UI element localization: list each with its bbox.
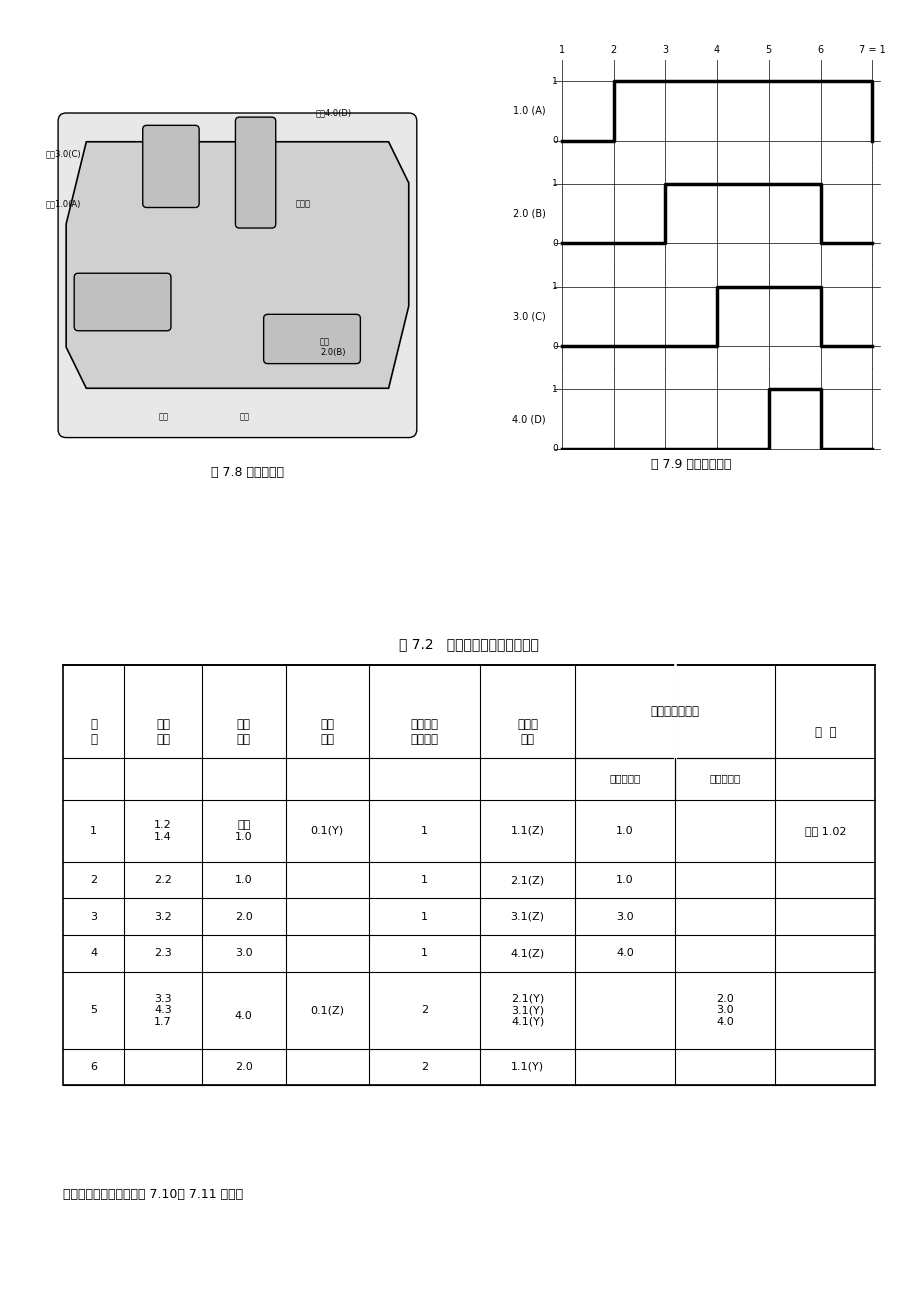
Text: 2.0 (B): 2.0 (B): [513, 208, 545, 219]
Text: 1.1(Y): 1.1(Y): [511, 1062, 544, 1072]
Text: 2.2: 2.2: [154, 875, 172, 885]
Text: 1: 1: [421, 948, 427, 958]
Text: 1.0 (A): 1.0 (A): [513, 105, 545, 116]
Text: 4.0 (D): 4.0 (D): [512, 414, 545, 424]
Text: 阀的
代号: 阀的 代号: [156, 719, 170, 746]
Text: 2: 2: [610, 46, 616, 56]
Text: 3.0: 3.0: [616, 911, 633, 922]
Text: 3.3
4.3
1.7: 3.3 4.3 1.7: [154, 993, 172, 1027]
Text: 4.0: 4.0: [234, 1000, 253, 1021]
Text: 0: 0: [551, 240, 557, 247]
Text: 气缸4.0(D): 气缸4.0(D): [316, 108, 352, 117]
Text: 2: 2: [421, 1005, 427, 1016]
Text: 3.0: 3.0: [234, 948, 253, 958]
Text: 0: 0: [551, 137, 557, 146]
Text: 1: 1: [90, 825, 96, 836]
Title: 图 7.8 工作原理图: 图 7.8 工作原理图: [210, 466, 284, 479]
Text: 5: 5: [90, 1005, 96, 1016]
Text: 后端点位置: 后端点位置: [709, 773, 740, 784]
Text: 表 7.2   利用回动阀控制的顺序表: 表 7.2 利用回动阀控制的顺序表: [399, 637, 539, 651]
Text: 前端点位置: 前端点位置: [608, 773, 640, 784]
Text: 操作
方式: 操作 方式: [236, 719, 251, 746]
Text: 1.0: 1.0: [234, 875, 253, 885]
Text: 1: 1: [551, 283, 557, 292]
Text: 2.3: 2.3: [154, 948, 172, 958]
Text: 1: 1: [558, 46, 564, 56]
Title: 图 7.9 位移一步骤图: 图 7.9 位移一步骤图: [650, 457, 731, 470]
FancyBboxPatch shape: [74, 273, 171, 331]
Text: 2: 2: [421, 1062, 427, 1072]
Text: 0: 0: [551, 341, 557, 350]
Text: 3.0 (C): 3.0 (C): [513, 311, 545, 322]
Text: 1.0: 1.0: [616, 875, 633, 885]
Text: 1: 1: [551, 77, 557, 86]
Text: 2.1(Z): 2.1(Z): [510, 875, 544, 885]
Text: 7 = 1: 7 = 1: [858, 46, 885, 56]
Text: 1.0: 1.0: [616, 825, 633, 836]
Text: 0.1(Z): 0.1(Z): [310, 1005, 344, 1016]
Text: 1: 1: [421, 825, 427, 836]
Text: 3.2: 3.2: [154, 911, 172, 922]
Polygon shape: [66, 142, 408, 388]
Text: 气缸3.0(C): 气缸3.0(C): [46, 150, 82, 159]
Text: 0.1(Y): 0.1(Y): [311, 825, 344, 836]
Text: 4.0: 4.0: [616, 948, 633, 958]
FancyBboxPatch shape: [142, 125, 199, 207]
Text: 1.1(Z): 1.1(Z): [510, 825, 544, 836]
Text: 冲口器的气动回路图如图 7.10、 7.11 所示。: 冲口器的气动回路图如图 7.10、 7.11 所示。: [62, 1189, 243, 1202]
Text: 迟延 1.02: 迟延 1.02: [804, 825, 845, 836]
Text: 3: 3: [90, 911, 96, 922]
Text: 步
骤: 步 骤: [90, 719, 96, 746]
Text: 工作组件行进至: 工作组件行进至: [650, 704, 698, 717]
FancyBboxPatch shape: [235, 117, 276, 228]
FancyBboxPatch shape: [264, 314, 360, 363]
Text: 1: 1: [421, 911, 427, 922]
Text: 1: 1: [551, 385, 557, 393]
Text: 1: 1: [551, 180, 557, 189]
Text: 1: 1: [421, 875, 427, 885]
Text: 手动
1.0: 手动 1.0: [234, 820, 253, 841]
Text: 2.0: 2.0: [234, 911, 253, 922]
Text: 气缸1.0(A): 气缸1.0(A): [46, 199, 81, 208]
Text: 压缩空气
进入管路: 压缩空气 进入管路: [410, 719, 438, 746]
Text: 4.1(Z): 4.1(Z): [510, 948, 544, 958]
Text: 2.1(Y)
3.1(Y)
4.1(Y): 2.1(Y) 3.1(Y) 4.1(Y): [510, 993, 544, 1027]
Text: 3.1(Z): 3.1(Z): [510, 911, 544, 922]
Text: 4: 4: [713, 46, 720, 56]
Text: 2.0: 2.0: [234, 1062, 253, 1072]
Text: 冲模: 冲模: [159, 413, 169, 422]
Text: 6: 6: [90, 1062, 96, 1072]
Text: 工件: 工件: [239, 413, 249, 422]
Text: 5: 5: [765, 46, 771, 56]
Text: 6: 6: [817, 46, 823, 56]
Text: 气缸的
控制: 气缸的 控制: [516, 719, 538, 746]
FancyBboxPatch shape: [58, 113, 416, 437]
Text: 4: 4: [90, 948, 97, 958]
Text: 阀的
接转: 阀的 接转: [320, 719, 334, 746]
Text: 0: 0: [551, 444, 557, 453]
Text: 2.0
3.0
4.0: 2.0 3.0 4.0: [716, 993, 733, 1027]
Text: 2: 2: [90, 875, 97, 885]
Text: 夹定器: 夹定器: [296, 199, 311, 208]
Text: 气缸
2.0(B): 气缸 2.0(B): [320, 337, 346, 357]
Text: 1.2
1.4: 1.2 1.4: [154, 820, 172, 841]
Text: 3: 3: [662, 46, 668, 56]
Text: 附  注: 附 注: [813, 725, 835, 738]
